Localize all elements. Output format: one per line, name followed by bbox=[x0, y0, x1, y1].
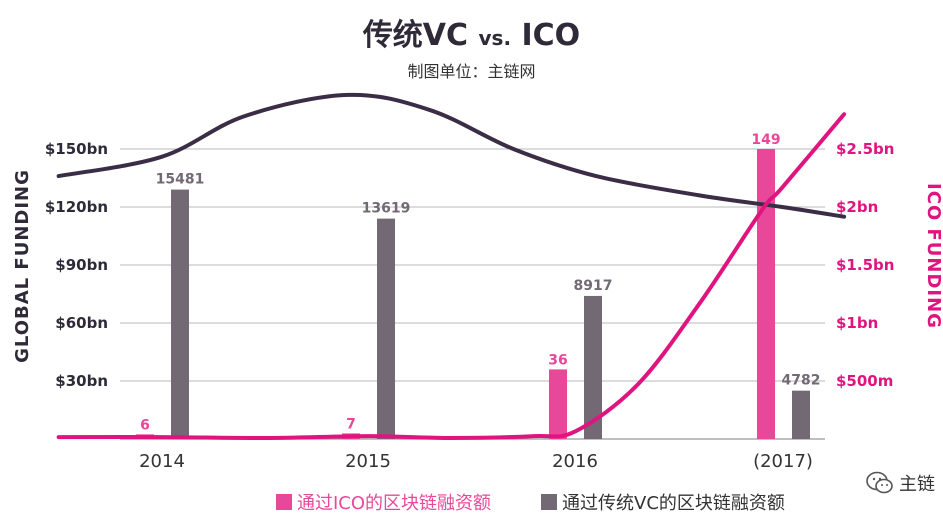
wechat-icon bbox=[866, 471, 893, 494]
vc-bar bbox=[377, 218, 395, 439]
legend-swatch-ico bbox=[276, 494, 292, 510]
ico-bar-label: 149 bbox=[751, 132, 780, 148]
left-tick-label: $150bn bbox=[45, 140, 108, 158]
vc-bar-label: 4782 bbox=[782, 373, 821, 389]
brand-name: 主链 bbox=[899, 474, 935, 495]
vc-bar bbox=[171, 189, 189, 439]
chart-subtitle: 制图单位：主链网 bbox=[407, 62, 536, 81]
vc-bar-label: 8917 bbox=[574, 278, 613, 294]
category-label: 2015 bbox=[345, 451, 391, 472]
vc-bar-label: 13619 bbox=[362, 201, 411, 217]
vc-bar-label: 15481 bbox=[156, 172, 205, 188]
category-label: (2017) bbox=[753, 451, 813, 472]
right-tick-label: $1.5bn bbox=[836, 256, 894, 274]
left-axis-label: GLOBAL FUNDING bbox=[12, 169, 33, 363]
legend-label-vc: 通过传统VC的区块链融资额 bbox=[562, 493, 785, 514]
ico-bar-label: 6 bbox=[140, 417, 150, 433]
ico-bar bbox=[757, 149, 775, 439]
ico-bar-label: 7 bbox=[346, 416, 356, 432]
brand-mark: 主链 bbox=[865, 470, 935, 496]
vc-bar bbox=[584, 295, 602, 439]
right-tick-label: $2.5bn bbox=[836, 140, 894, 158]
chart-title: 传统VC vs. ICO bbox=[0, 10, 943, 54]
left-tick-label: $120bn bbox=[45, 198, 108, 216]
category-label: 2016 bbox=[552, 451, 598, 472]
legend-swatch-vc bbox=[541, 494, 557, 510]
ico-bar bbox=[549, 369, 567, 439]
category-label: 2014 bbox=[139, 451, 185, 472]
title-end: ICO bbox=[521, 18, 581, 53]
right-tick-label: $2bn bbox=[836, 198, 878, 216]
title-vs: vs. bbox=[478, 26, 512, 50]
left-tick-label: $30bn bbox=[55, 372, 108, 390]
legend-label-ico: 通过ICO的区块链融资额 bbox=[297, 493, 491, 514]
ico-bar-label: 36 bbox=[548, 352, 567, 368]
left-tick-label: $90bn bbox=[55, 256, 108, 274]
title-main: 传统VC bbox=[362, 18, 469, 53]
left-tick-label: $60bn bbox=[55, 314, 108, 332]
right-tick-label: $1bn bbox=[836, 314, 878, 332]
right-tick-label: $500m bbox=[836, 372, 893, 390]
right-axis-label: ICO FUNDING bbox=[923, 183, 943, 329]
vc-trend-line bbox=[56, 92, 847, 219]
vc-bar bbox=[792, 390, 810, 439]
ico-trend-line bbox=[56, 112, 847, 441]
